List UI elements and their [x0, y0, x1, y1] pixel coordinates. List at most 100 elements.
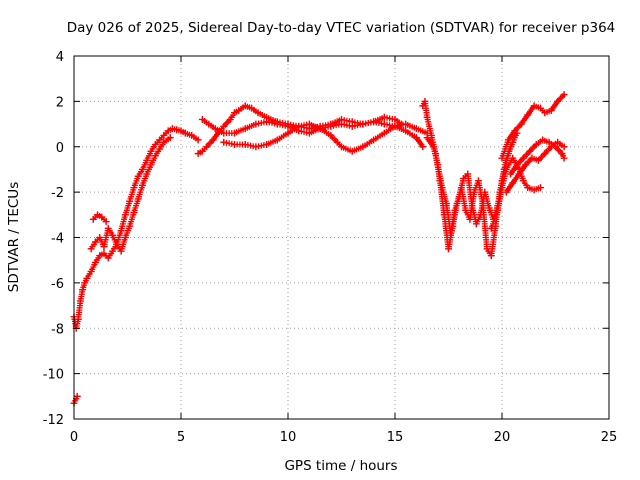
data-point — [541, 150, 549, 158]
data-point — [273, 120, 281, 128]
data-point — [526, 147, 534, 155]
data-point — [134, 195, 142, 203]
data-point — [273, 136, 281, 144]
data-point — [231, 140, 238, 148]
x-axis-label: GPS time / hours — [284, 458, 397, 474]
data-point — [483, 245, 491, 253]
chart-title: Day 026 of 2025, Sidereal Day-to-day VTE… — [67, 20, 616, 36]
x-tick-label: 20 — [494, 430, 511, 445]
data-point — [220, 122, 228, 130]
data-point — [504, 136, 512, 144]
data-point — [147, 161, 155, 169]
data-point — [348, 122, 356, 130]
data-point — [370, 118, 378, 126]
x-tick-label: 15 — [387, 430, 404, 445]
data-point — [519, 177, 527, 185]
data-point — [359, 143, 367, 151]
data-point — [402, 127, 410, 135]
data-point — [96, 234, 104, 241]
data-point — [305, 120, 313, 128]
data-point — [130, 209, 138, 217]
data-point — [498, 184, 506, 192]
data-point — [241, 102, 249, 110]
data-point — [235, 106, 243, 114]
data-point — [151, 140, 159, 148]
data-point — [168, 125, 176, 133]
data-point — [502, 188, 510, 196]
data-point — [532, 140, 540, 148]
data-point — [81, 279, 89, 287]
data-point — [391, 122, 399, 130]
data-point — [558, 150, 566, 158]
data-point — [348, 147, 356, 155]
data-point — [305, 129, 313, 137]
series-d — [89, 211, 110, 226]
x-tick-label: 5 — [177, 430, 185, 445]
y-axis-label: SDTVAR / TECUs — [6, 182, 22, 292]
data-point — [560, 143, 568, 151]
data-point — [502, 165, 510, 173]
data-point — [138, 181, 146, 189]
data-point — [220, 129, 228, 137]
data-point — [509, 179, 517, 187]
data-point — [421, 97, 429, 105]
data-point — [203, 143, 211, 151]
data-point — [487, 252, 495, 260]
data-point — [338, 120, 345, 128]
x-tick-label: 0 — [70, 430, 78, 445]
data-point — [254, 109, 262, 117]
data-point — [333, 138, 341, 146]
data-point — [166, 134, 174, 142]
data-point — [126, 197, 134, 205]
data-point — [547, 106, 555, 114]
data-point — [241, 125, 249, 133]
data-point — [138, 165, 146, 173]
data-point — [130, 184, 138, 192]
y-tick-label: -4 — [51, 232, 64, 247]
data-point — [74, 315, 82, 323]
y-tick-label: -8 — [51, 322, 64, 337]
data-point — [427, 131, 435, 139]
data-point — [472, 220, 480, 228]
data-point — [412, 125, 420, 133]
data-point — [117, 227, 125, 235]
data-point — [231, 109, 238, 117]
x-tick-label: 10 — [280, 430, 297, 445]
data-point — [134, 172, 142, 180]
data-point — [113, 240, 121, 248]
data-point — [477, 211, 485, 219]
data-point — [188, 131, 196, 139]
data-point — [481, 188, 489, 196]
data-point — [252, 120, 260, 128]
data-point — [284, 129, 292, 137]
data-point — [102, 218, 110, 226]
data-point — [164, 127, 172, 135]
data-point — [380, 129, 388, 137]
data-point — [554, 97, 562, 105]
data-point — [226, 116, 234, 124]
data-point — [511, 127, 519, 135]
data-point — [96, 252, 104, 260]
data-point — [459, 175, 467, 183]
data-point — [194, 150, 202, 158]
data-point — [94, 211, 102, 219]
data-point — [87, 268, 95, 276]
data-point — [209, 136, 217, 144]
series-g — [220, 120, 431, 155]
x-tick-label: 25 — [601, 430, 618, 445]
data-point — [528, 154, 536, 162]
data-point — [554, 138, 562, 146]
data-point — [316, 125, 324, 133]
data-point — [419, 102, 427, 110]
data-point — [507, 170, 515, 178]
axis-ticks — [73, 55, 610, 420]
data-point — [494, 206, 502, 214]
data-point — [359, 120, 367, 128]
data-point — [534, 156, 542, 164]
data-point — [117, 247, 125, 255]
data-point — [147, 147, 155, 155]
data-point — [539, 136, 547, 144]
data-point — [522, 161, 530, 169]
y-tick-label: -6 — [51, 277, 64, 292]
